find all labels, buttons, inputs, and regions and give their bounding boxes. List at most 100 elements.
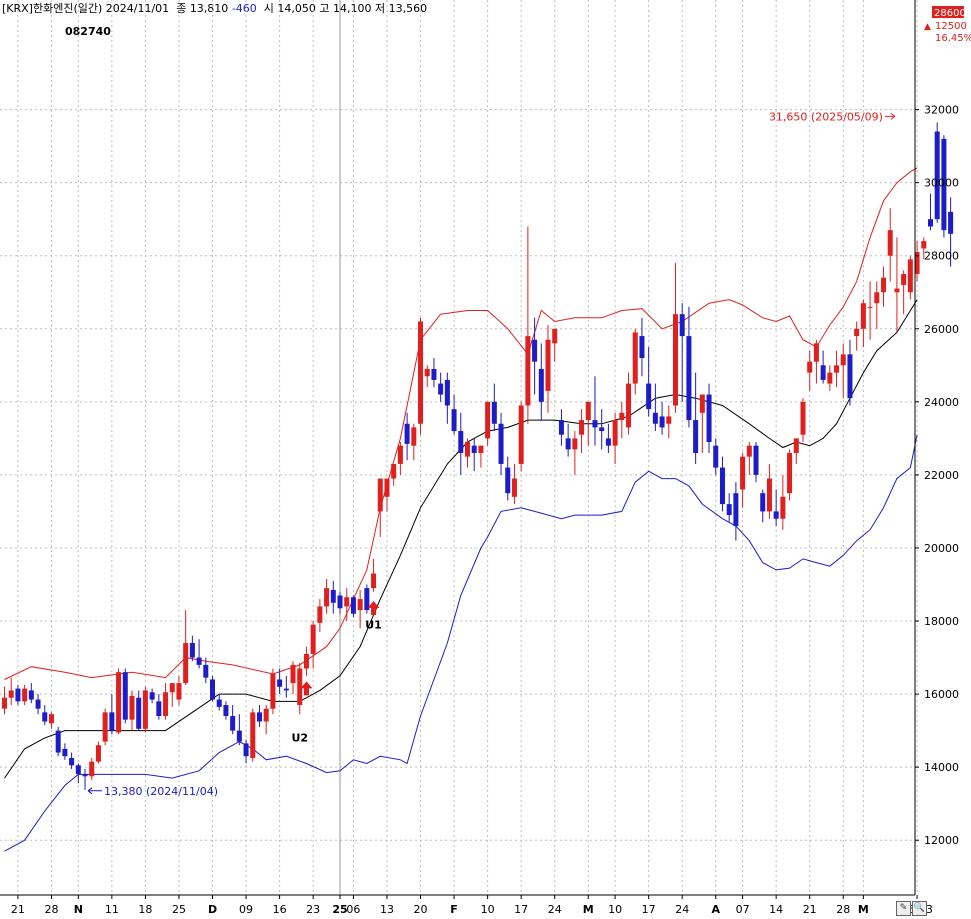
candle-body <box>505 467 511 494</box>
candle-body <box>813 343 819 362</box>
candle-body <box>847 354 853 399</box>
x-tick-label: 23 <box>306 903 320 916</box>
candle <box>511 463 517 505</box>
candle-body <box>498 423 504 464</box>
candle <box>793 438 799 464</box>
candle-body <box>639 336 645 358</box>
candle-body <box>270 673 276 709</box>
candle-body <box>89 761 95 777</box>
candle <box>719 456 725 512</box>
candle <box>679 303 685 402</box>
candle-body <box>424 368 430 377</box>
candle-body <box>927 219 933 227</box>
candle <box>599 409 605 450</box>
candle <box>854 321 860 351</box>
candle <box>921 237 927 260</box>
candle-body <box>310 624 316 654</box>
high-value: 14,100 <box>333 2 372 15</box>
candle <box>458 412 464 475</box>
price-box-text: 28600 <box>934 8 966 19</box>
x-tick-label: 24 <box>548 903 562 916</box>
candle <box>887 208 893 282</box>
candle-body <box>552 328 558 344</box>
candle <box>277 668 283 695</box>
candle-body <box>458 431 464 453</box>
candle <box>223 701 229 720</box>
candle-body <box>646 383 652 410</box>
candle-body <box>579 420 585 435</box>
candle <box>592 376 598 446</box>
candle <box>411 423 417 461</box>
buy-arrow-icon <box>300 681 313 696</box>
candle-body <box>525 336 531 406</box>
magnifier-icon[interactable]: 🔍 <box>912 901 927 916</box>
candle-body <box>82 774 88 777</box>
candle <box>552 328 558 362</box>
candle-body <box>243 743 249 757</box>
close-label: 종 <box>176 2 187 15</box>
candle-body <box>478 445 484 453</box>
candle <box>558 409 564 446</box>
candle <box>820 350 826 384</box>
candle-body <box>693 420 699 453</box>
candle-body <box>914 252 920 274</box>
candle-body <box>807 361 813 373</box>
right-price-panel: 28600 ▲ 12500 16.45% <box>924 6 971 44</box>
x-tick-label: 14 <box>769 903 783 916</box>
price-diff: 12500 <box>935 21 967 32</box>
candle-body <box>545 339 551 391</box>
up-triangle-icon: ▲ <box>924 22 931 32</box>
candle-body <box>706 394 712 443</box>
candle <box>914 241 920 282</box>
candle <box>874 281 880 329</box>
candle <box>89 758 95 780</box>
candle <box>518 401 524 472</box>
grid <box>0 0 918 895</box>
candle-body <box>391 463 397 479</box>
x-tick-label: 28 <box>44 903 58 916</box>
candle <box>941 135 947 238</box>
candle-body <box>169 683 175 693</box>
candle <box>746 442 752 475</box>
candle <box>122 668 128 724</box>
candle-body <box>491 401 497 424</box>
candle-body <box>357 599 363 611</box>
candle <box>800 398 806 443</box>
pencil-icon[interactable]: ✎ <box>896 901 911 916</box>
candle-body <box>364 588 370 611</box>
candle <box>243 739 249 764</box>
candle <box>579 409 585 453</box>
candle-body <box>532 339 538 362</box>
candle <box>317 599 323 632</box>
x-tick-label: F <box>450 903 458 916</box>
candle-body <box>840 354 846 366</box>
candle <box>283 675 289 698</box>
candle <box>136 690 142 731</box>
candle-body <box>330 589 336 603</box>
candle-body <box>176 683 182 700</box>
candle <box>646 347 652 417</box>
candle-body <box>216 699 222 707</box>
x-tick-label: M <box>858 903 869 916</box>
x-tick-label: 11 <box>105 903 119 916</box>
candle-body <box>337 595 343 609</box>
candle-body <box>538 368 544 402</box>
candle <box>491 383 497 432</box>
candle-body <box>418 321 424 424</box>
candle <box>827 365 833 391</box>
candle <box>22 684 28 706</box>
stock-code: 082740 <box>65 25 111 38</box>
low-arrow-icon <box>87 787 103 795</box>
x-tick-label: 13 <box>380 903 394 916</box>
candle <box>505 456 511 501</box>
y-tick-label: 20000 <box>924 542 959 555</box>
candle-body <box>149 692 155 700</box>
candle-body <box>887 230 893 256</box>
candle-body <box>22 688 28 702</box>
candle-body <box>397 445 403 464</box>
candle <box>102 708 108 746</box>
candle-body <box>471 445 477 453</box>
candle-body <box>263 708 269 722</box>
